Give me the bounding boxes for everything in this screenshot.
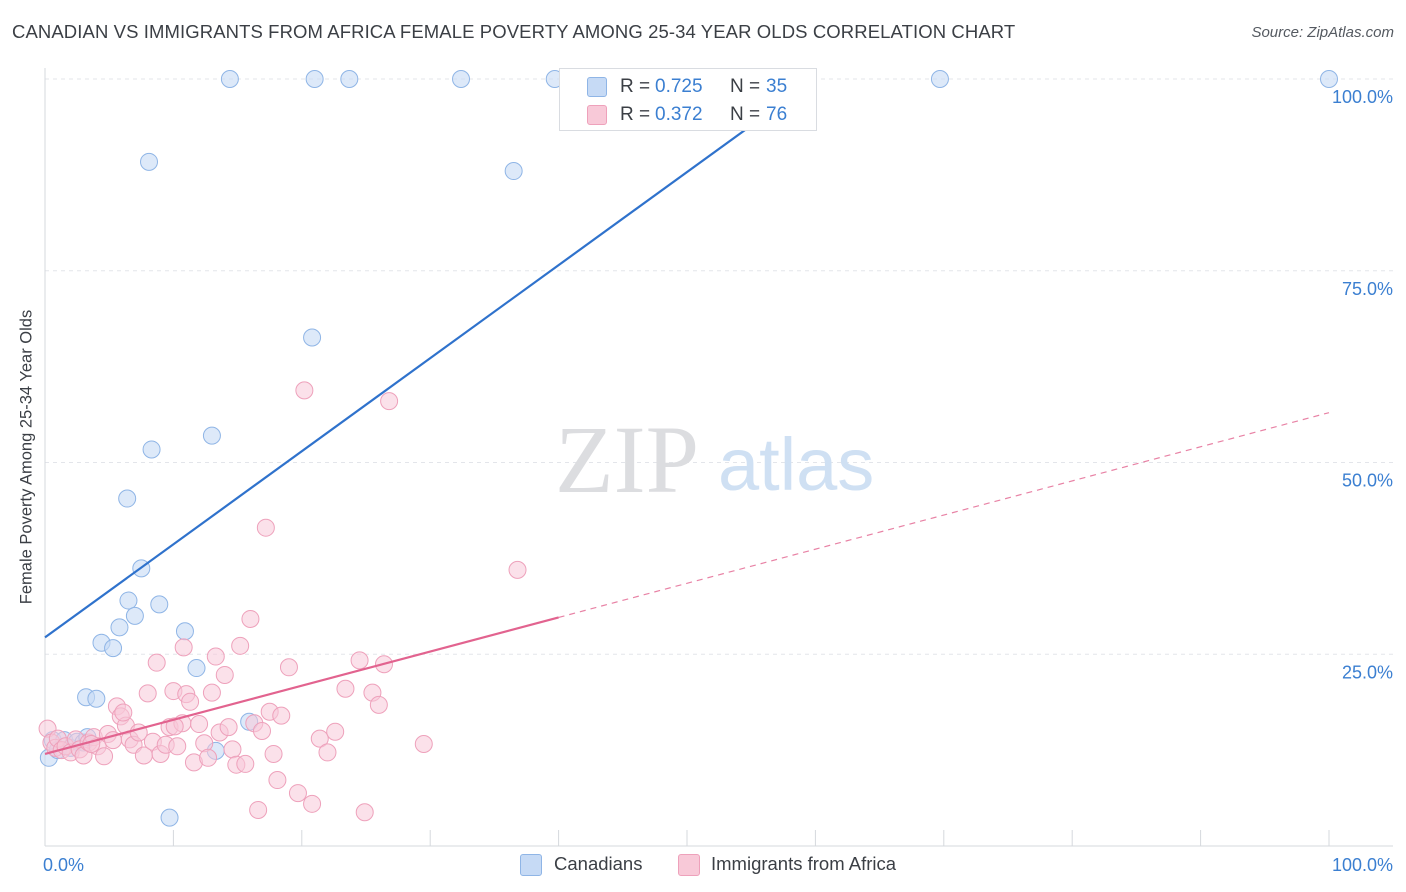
immigrants-point <box>165 717 184 736</box>
immigrants-point <box>231 636 250 655</box>
immigrants-point <box>241 609 260 628</box>
immigrants-swatch <box>587 105 607 125</box>
canadians-swatch <box>587 77 607 97</box>
immigrants-point <box>206 647 225 666</box>
immigrants-point <box>223 740 242 759</box>
immigrants-point <box>326 722 345 741</box>
immigrants-point <box>295 381 314 400</box>
immigrants-point <box>272 706 291 725</box>
immigrants-point <box>355 803 374 822</box>
canadians-point <box>504 162 523 181</box>
immigrants-point <box>219 718 238 737</box>
canadians-point <box>452 70 471 88</box>
r-label: R = <box>620 104 651 125</box>
canadians-point <box>110 618 129 637</box>
immigrants-point <box>174 638 193 657</box>
canadians-point <box>142 440 161 459</box>
immigrants-point <box>336 679 355 698</box>
immigrants-swatch <box>678 854 700 876</box>
immigrants-points <box>38 381 527 822</box>
canadians-point <box>118 489 137 508</box>
immigrants-point <box>279 658 298 677</box>
x-tick-label: 0.0% <box>43 855 84 875</box>
y-tick-label: 75.0% <box>1342 279 1393 299</box>
canadians-point <box>1320 70 1338 88</box>
canadians-point <box>187 659 206 678</box>
watermark: ZIP atlas <box>555 406 874 513</box>
n-value: 35 <box>766 76 788 97</box>
immigrants-point <box>138 684 157 703</box>
y-tick-label: 100.0% <box>1332 87 1393 107</box>
immigrants-point <box>288 784 307 803</box>
immigrants-point <box>414 734 433 753</box>
r-value: 0.725 <box>655 76 703 97</box>
immigrants-point <box>114 703 133 722</box>
canadians-trend-line <box>44 78 817 639</box>
canadians-point <box>303 328 322 347</box>
canadians-point <box>160 808 179 827</box>
immigrants-point <box>252 721 271 740</box>
axes <box>44 68 1393 847</box>
n-value: 76 <box>766 104 788 125</box>
canadians-point <box>220 70 239 88</box>
axis-ticks: 25.0% 50.0% 75.0% 100.0% 0.0% 100.0% <box>43 87 1393 875</box>
immigrants-point <box>508 560 527 579</box>
immigrants-point <box>380 392 399 411</box>
legend-row-canadians: R = 0.725 N = 35 <box>560 73 816 101</box>
trend-lines <box>44 78 1330 756</box>
immigrants-point <box>190 715 209 734</box>
immigrants-point <box>202 683 221 702</box>
immigrants-trend-line <box>44 616 559 756</box>
canadians-point <box>140 152 159 171</box>
immigrants-point <box>303 794 322 813</box>
canadians-point <box>125 606 144 625</box>
immigrants-point <box>268 771 287 790</box>
canadians-swatch <box>520 854 542 876</box>
immigrants-point <box>147 653 166 672</box>
n-label: N = <box>730 104 761 125</box>
watermark-zip: ZIP <box>555 406 699 513</box>
canadians-point <box>305 70 324 88</box>
immigrants-point <box>95 747 114 766</box>
immigrants-point <box>181 692 200 711</box>
immigrants-point <box>256 518 275 537</box>
chart-title: CANADIAN VS IMMIGRANTS FROM AFRICA FEMAL… <box>12 21 1016 42</box>
canadians-point <box>202 426 221 445</box>
canadians-point <box>104 639 123 658</box>
r-value: 0.372 <box>655 104 703 125</box>
canadians-point <box>340 70 359 88</box>
canadians-point <box>87 689 106 708</box>
immigrants-trend-extension <box>558 412 1330 619</box>
y-tick-label: 25.0% <box>1342 662 1393 682</box>
immigrants-point <box>369 695 388 714</box>
immigrants-point <box>199 748 218 767</box>
watermark-atlas: atlas <box>718 423 874 506</box>
legend-label: Canadians <box>554 853 643 874</box>
n-label: N = <box>730 76 761 97</box>
y-tick-label: 50.0% <box>1342 471 1393 491</box>
canadians-point <box>150 595 169 614</box>
r-label: R = <box>620 76 651 97</box>
legend-label: Immigrants from Africa <box>711 853 897 874</box>
correlation-legend: R = 0.725 N = 35 R = 0.372 N = 76 <box>559 68 817 131</box>
immigrants-point <box>350 651 369 670</box>
source-credit: Source: ZipAtlas.com <box>1251 24 1394 41</box>
grid-lines <box>45 78 1393 655</box>
immigrants-point <box>310 729 329 748</box>
canadians-point <box>930 70 949 88</box>
immigrants-point <box>264 744 283 763</box>
immigrants-point <box>236 754 255 773</box>
immigrants-point <box>215 665 234 684</box>
x-tick-label: 100.0% <box>1332 855 1393 875</box>
canadians-point <box>175 622 194 641</box>
legend-row-immigrants: R = 0.372 N = 76 <box>560 101 816 129</box>
immigrants-point <box>318 743 337 762</box>
immigrants-point <box>249 800 268 819</box>
immigrants-point <box>168 737 187 756</box>
canadians-point <box>119 591 138 610</box>
